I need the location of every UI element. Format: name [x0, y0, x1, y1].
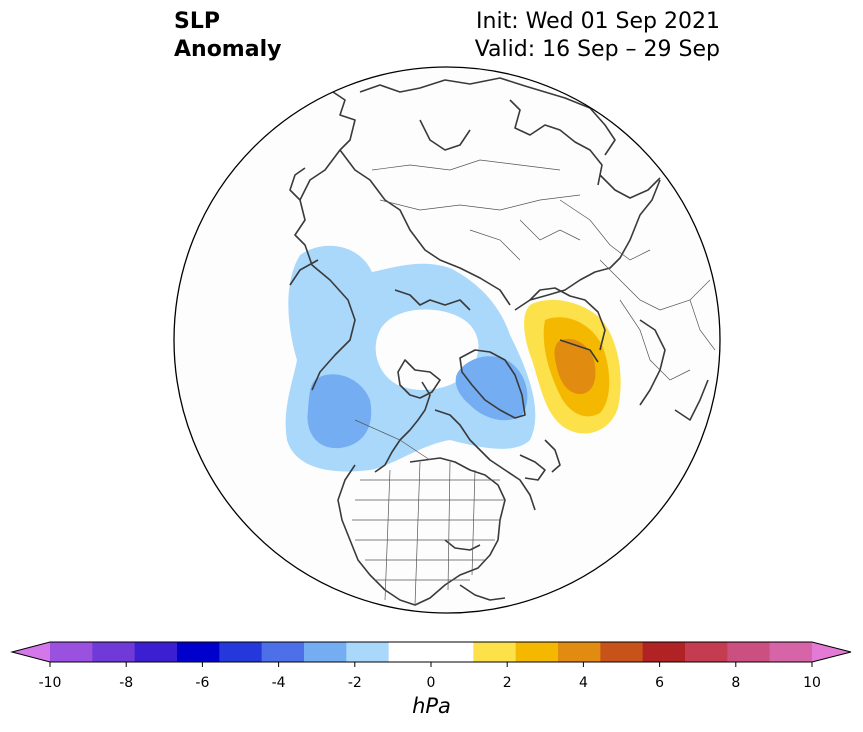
colorbar-tick-label: 10: [803, 675, 821, 690]
map-subtitle: Init: Wed 01 Sep 2021 Valid: 16 Sep – 29…: [475, 8, 720, 64]
colorbar-segment: [685, 642, 728, 662]
colorbar-segment: [177, 642, 220, 662]
valid-range-text: Valid: 16 Sep – 29 Sep: [474, 37, 720, 62]
colorbar-tick-label: -10: [39, 675, 62, 690]
colorbar-tick-label: 8: [731, 675, 740, 690]
colorbar-segment: [727, 642, 771, 662]
colorbar-segment: [134, 642, 178, 662]
colorbar-extend-high: [812, 642, 851, 662]
colorbar-segment: [304, 642, 347, 662]
colorbar-tick-label: 6: [655, 675, 664, 690]
colorbar-segment: [92, 642, 136, 662]
country-borders: [352, 159, 716, 606]
title-variable-line2: Anomaly: [174, 37, 282, 62]
anomaly-ural-positive-core: [554, 338, 596, 395]
polar-map: [173, 66, 721, 614]
colorbar-tick-label: -4: [272, 675, 286, 690]
colorbar-segment: [642, 642, 686, 662]
colorbar-segment: [769, 642, 813, 662]
coastlines: [289, 77, 709, 606]
colorbar-segment: [431, 642, 474, 662]
colorbar-segment: [219, 642, 263, 662]
colorbar-segment: [261, 642, 305, 662]
colorbar-segment: [346, 642, 390, 662]
colorbar-tick-label: 0: [427, 675, 436, 690]
colorbar-segment: [50, 642, 93, 662]
anomaly-central-arctic-neutral: [375, 309, 479, 390]
map-title: SLP Anomaly: [174, 8, 281, 64]
colorbar-tick-label: 2: [503, 675, 512, 690]
colorbar: -10 -8 -6 -4 -2 0 2 4 6 8 10: [10, 641, 852, 690]
colorbar-tick-label: 4: [579, 675, 588, 690]
map-boundary: [173, 66, 721, 614]
colorbar-tick-label: -2: [348, 675, 362, 690]
colorbar-segment: [388, 642, 432, 662]
colorbar-extend-low: [12, 642, 50, 662]
anomaly-north-pacific-core: [307, 374, 372, 449]
colorbar-segment: [473, 642, 517, 662]
colorbar-segment: [515, 642, 559, 662]
colorbar-tick-label: -6: [195, 675, 209, 690]
colorbar-units-label: hPa: [412, 694, 451, 718]
init-date-text: Init: Wed 01 Sep 2021: [476, 9, 720, 34]
colorbar-segment: [600, 642, 644, 662]
title-variable-line1: SLP: [174, 9, 220, 34]
anomaly-greenland-negative-core: [455, 356, 528, 421]
colorbar-tick-label: -8: [119, 675, 133, 690]
colorbar-segment: [558, 642, 601, 662]
